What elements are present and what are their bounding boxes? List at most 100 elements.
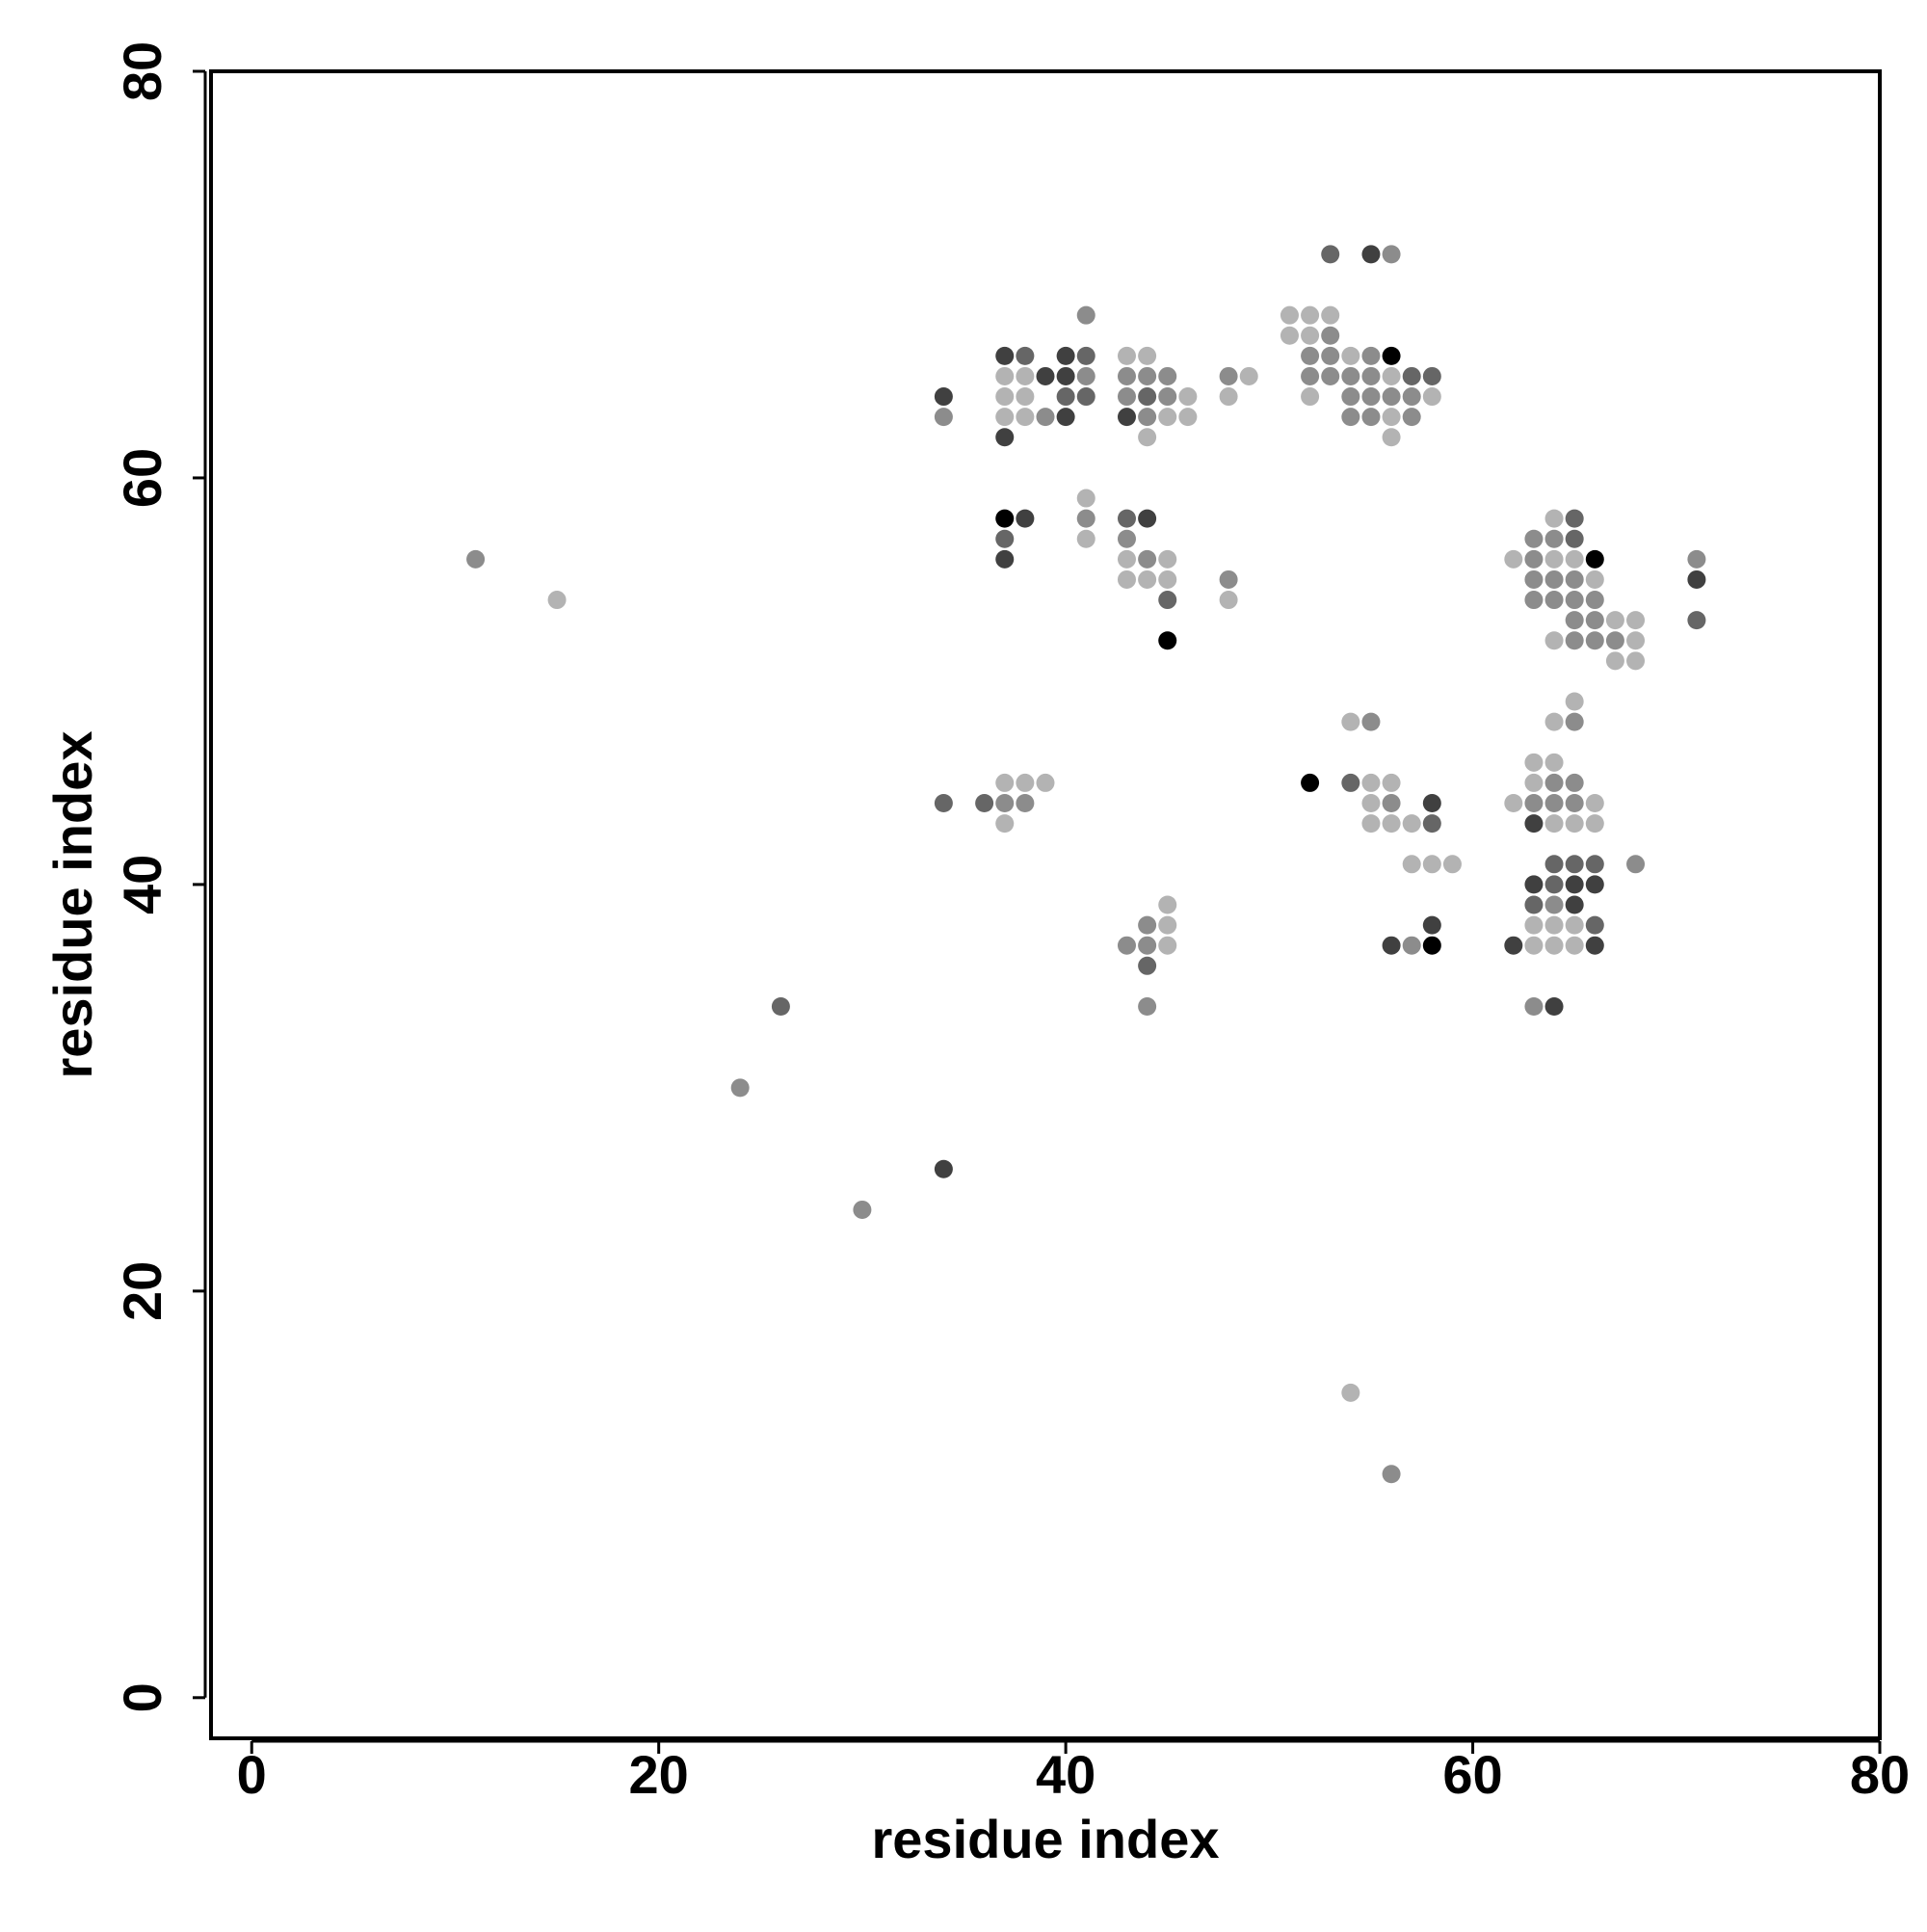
point <box>1016 509 1035 528</box>
point <box>1565 875 1584 894</box>
point <box>1178 387 1198 407</box>
point <box>1321 305 1340 325</box>
point <box>1117 549 1136 569</box>
point <box>1280 326 1299 345</box>
point <box>1605 631 1624 650</box>
point <box>1605 611 1624 630</box>
point <box>995 509 1015 528</box>
point <box>1056 387 1075 407</box>
point <box>1382 366 1401 385</box>
point <box>1524 895 1544 914</box>
point <box>1382 773 1401 792</box>
point <box>1239 366 1258 385</box>
point <box>1301 346 1320 365</box>
point <box>1544 712 1564 731</box>
y-tick-label: 60 <box>112 448 172 508</box>
point <box>995 794 1015 813</box>
point <box>1626 631 1646 650</box>
point <box>1544 509 1564 528</box>
point <box>1076 346 1095 365</box>
point <box>1158 408 1177 427</box>
point <box>1036 773 1055 792</box>
point <box>730 1078 750 1098</box>
x-tick-label: 0 <box>237 1744 267 1805</box>
x-tick-label: 60 <box>1442 1744 1502 1805</box>
point <box>1361 408 1381 427</box>
point <box>1565 549 1584 569</box>
point <box>1504 794 1523 813</box>
point <box>1158 387 1177 407</box>
point <box>1544 794 1564 813</box>
point <box>1138 996 1157 1016</box>
point <box>1382 387 1401 407</box>
point <box>995 549 1015 569</box>
y-axis-label: residue index <box>42 730 103 1078</box>
point <box>1585 936 1604 955</box>
point <box>1076 529 1095 548</box>
x-tick-label: 40 <box>1036 1744 1095 1805</box>
point <box>1361 712 1381 731</box>
point <box>1036 366 1055 385</box>
point <box>1544 549 1564 569</box>
point <box>1361 366 1381 385</box>
point <box>1117 346 1136 365</box>
point <box>1138 408 1157 427</box>
point <box>1524 814 1544 834</box>
point <box>1544 936 1564 955</box>
point <box>1016 794 1035 813</box>
point <box>995 773 1015 792</box>
point <box>1422 915 1441 935</box>
point <box>1442 855 1462 874</box>
point <box>1544 996 1564 1016</box>
point <box>1361 245 1381 264</box>
point <box>1585 875 1604 894</box>
point <box>934 387 953 407</box>
point <box>995 814 1015 834</box>
point <box>1138 549 1157 569</box>
point <box>547 591 567 610</box>
point <box>1585 549 1604 569</box>
point <box>1382 428 1401 447</box>
point <box>1117 509 1136 528</box>
point <box>1605 651 1624 671</box>
point <box>1565 712 1584 731</box>
point <box>1565 692 1584 711</box>
point <box>1544 915 1564 935</box>
point <box>1504 936 1523 955</box>
point <box>1341 712 1360 731</box>
point <box>995 428 1015 447</box>
point <box>1402 366 1421 385</box>
point <box>995 529 1015 548</box>
point <box>1076 509 1095 528</box>
point <box>1016 366 1035 385</box>
point <box>1422 855 1441 874</box>
point <box>1585 591 1604 610</box>
point <box>1402 814 1421 834</box>
point <box>1626 611 1646 630</box>
point <box>1219 591 1238 610</box>
point <box>1585 569 1604 589</box>
point <box>1544 895 1564 914</box>
point <box>1402 936 1421 955</box>
point <box>1219 387 1238 407</box>
point <box>1301 305 1320 325</box>
point <box>1138 936 1157 955</box>
plot-frame <box>209 69 1882 1740</box>
point <box>1524 753 1544 772</box>
point <box>1138 509 1157 528</box>
point <box>1138 915 1157 935</box>
point <box>1565 915 1584 935</box>
point <box>1565 895 1584 914</box>
point <box>1544 773 1564 792</box>
point <box>1158 895 1177 914</box>
point <box>1158 366 1177 385</box>
point <box>1016 387 1035 407</box>
point <box>1158 549 1177 569</box>
point <box>1565 936 1584 955</box>
point <box>1544 591 1564 610</box>
point <box>1321 326 1340 345</box>
x-tick-label: 80 <box>1850 1744 1910 1805</box>
point <box>1544 855 1564 874</box>
